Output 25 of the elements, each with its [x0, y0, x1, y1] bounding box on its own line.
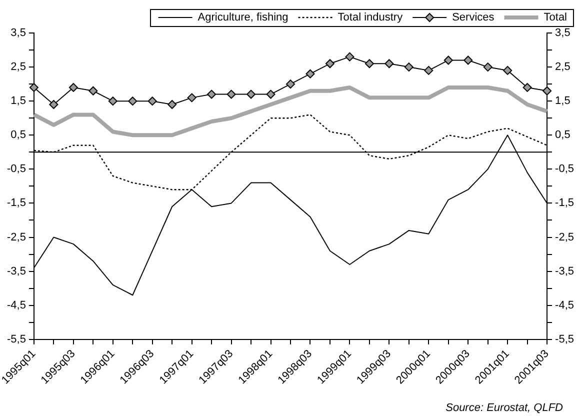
- y2-tick-label: 1,5: [555, 95, 570, 108]
- legend-label: Services: [452, 12, 495, 24]
- legend-label: Agriculture, fishing: [198, 12, 288, 24]
- y2-tick-label: -2,5: [555, 231, 574, 244]
- y2-tick-label: -0,5: [555, 163, 574, 176]
- y-tick-label: -0,5: [6, 163, 26, 176]
- y2-tick-label: -5,5: [555, 333, 574, 346]
- y2-tick-label: 3,5: [555, 27, 570, 40]
- y-tick-label: 3,5: [10, 27, 26, 40]
- y-tick-label: -3,5: [6, 265, 26, 278]
- y-tick-label: -5,5: [6, 333, 26, 346]
- y2-tick-label: -4,5: [555, 299, 574, 312]
- y-tick-label: 1,5: [10, 95, 26, 108]
- y2-tick-label: 0,5: [555, 129, 570, 142]
- y-tick-label: -4,5: [6, 299, 26, 312]
- legend-label: Total industry: [338, 12, 404, 24]
- y-tick-label: 2,5: [10, 61, 26, 74]
- y2-tick-label: 2,5: [555, 61, 570, 74]
- source-note: Source: Eurostat, QLFD: [446, 402, 564, 414]
- y2-tick-label: -3,5: [555, 265, 574, 278]
- y-tick-label: -2,5: [6, 231, 26, 244]
- y-tick-label: -1,5: [6, 197, 26, 210]
- y2-tick-label: -1,5: [555, 197, 574, 210]
- y-tick-label: 0,5: [10, 129, 26, 142]
- legend-label: Total: [544, 12, 568, 24]
